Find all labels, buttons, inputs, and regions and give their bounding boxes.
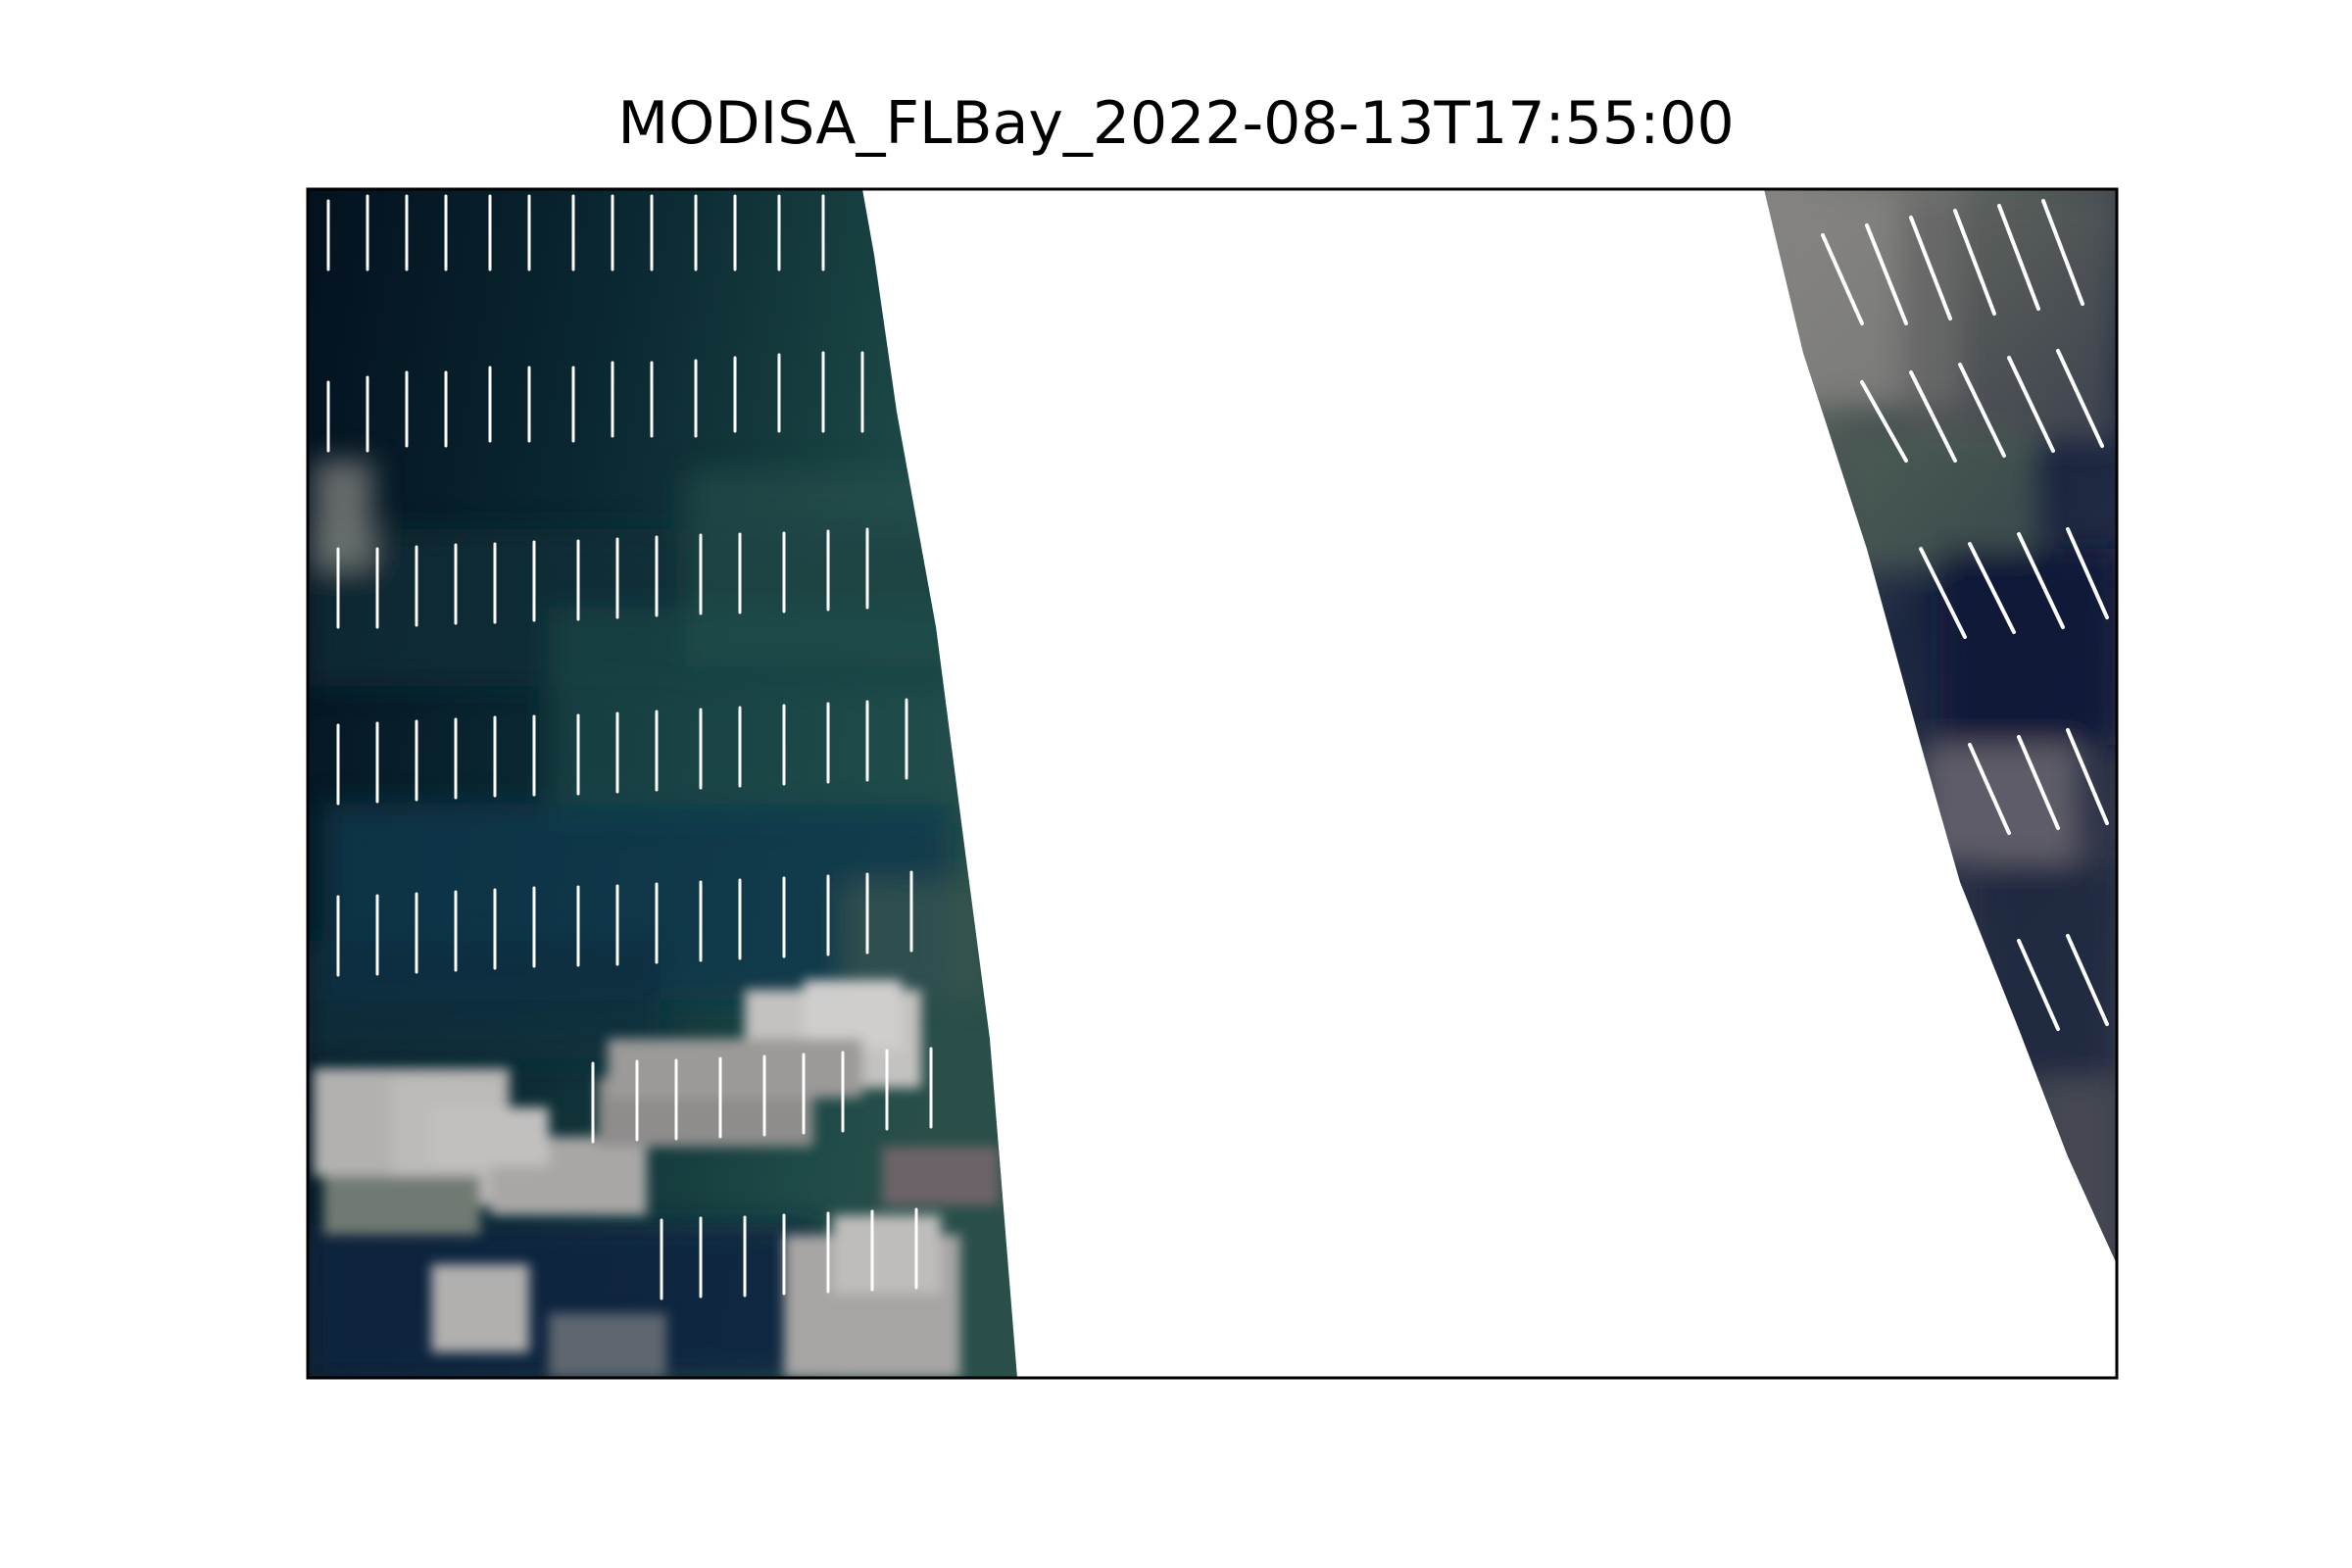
left-swath — [308, 189, 1017, 1378]
plot-title: MODISA_FLBay_2022-08-13T17:55:00 — [617, 89, 1735, 158]
scan-gaps — [326, 194, 933, 1300]
plot-frame — [306, 187, 2119, 1380]
right-swath — [1764, 189, 2117, 1264]
cloud-cover — [314, 980, 1000, 1378]
